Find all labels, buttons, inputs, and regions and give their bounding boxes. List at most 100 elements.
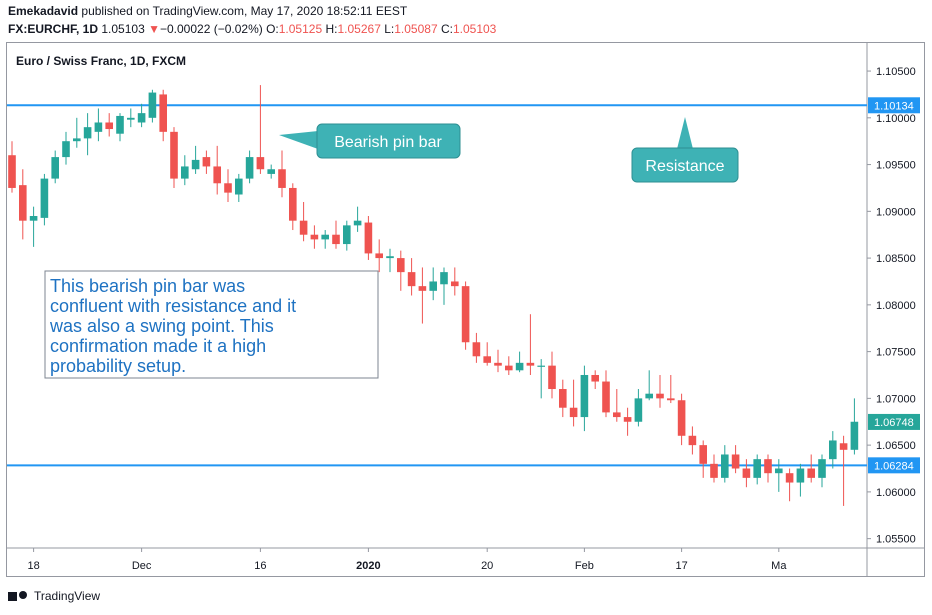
candle-body[interactable] (483, 356, 491, 363)
candle-body[interactable] (472, 342, 481, 357)
candle-body[interactable] (62, 141, 70, 158)
candle-body[interactable] (699, 445, 707, 464)
candle-body[interactable] (418, 286, 427, 291)
candle-body[interactable] (202, 157, 211, 167)
candle-body[interactable] (299, 220, 308, 235)
candle-body[interactable] (137, 113, 146, 123)
candle-body[interactable] (73, 138, 81, 142)
support-price-label: 1.06284 (874, 460, 914, 472)
candle-body[interactable] (397, 258, 405, 273)
candle-body[interactable] (289, 187, 297, 221)
low-label: L: (384, 22, 395, 36)
candle-body[interactable] (785, 473, 794, 483)
candle-body[interactable] (829, 440, 837, 460)
candle-body[interactable] (818, 459, 826, 478)
candle-body[interactable] (332, 234, 340, 245)
candle-body[interactable] (310, 234, 319, 240)
x-tick-label: Dec (132, 560, 152, 572)
candle-body[interactable] (116, 115, 124, 134)
candle-body[interactable] (29, 216, 38, 221)
candle-body[interactable] (267, 169, 275, 174)
change-arrow-icon: ▼ (148, 22, 160, 36)
note-line: This bearish pin bar was (50, 276, 245, 296)
note-box[interactable] (44, 270, 379, 379)
candle-body[interactable] (731, 454, 740, 469)
close-value: 1.05103 (452, 22, 497, 36)
candle-body[interactable] (526, 362, 535, 366)
candle-body[interactable] (170, 131, 178, 179)
candle-body[interactable] (656, 393, 664, 399)
candle-body[interactable] (364, 222, 373, 254)
candle-body[interactable] (742, 468, 751, 478)
candle-body[interactable] (440, 272, 448, 285)
candle-body[interactable] (375, 253, 383, 259)
candle-body[interactable] (19, 185, 27, 221)
candle-body[interactable] (850, 421, 859, 450)
candle-body[interactable] (407, 272, 416, 287)
candle-body[interactable] (807, 468, 815, 478)
open-value: 1.05125 (278, 22, 323, 36)
y-tick-label: 1.07000 (876, 393, 916, 405)
footer-brand-text[interactable]: TradingView (34, 589, 101, 603)
publish-info: Emekadavid published on TradingView.com,… (8, 4, 407, 18)
candle-body[interactable] (602, 381, 610, 413)
candle-body[interactable] (710, 463, 718, 478)
candle-body[interactable] (623, 417, 632, 422)
candle-body[interactable] (51, 157, 59, 179)
candle-body[interactable] (721, 454, 729, 478)
candle-body[interactable] (537, 365, 545, 367)
candle-body[interactable] (688, 435, 697, 446)
candle-body[interactable] (40, 178, 49, 218)
candle-body[interactable] (461, 286, 470, 343)
candle-body[interactable] (548, 365, 556, 390)
candle-body[interactable] (613, 412, 621, 418)
candle-body[interactable] (645, 393, 653, 399)
candle-body[interactable] (256, 157, 265, 170)
note-line: confluent with resistance and it (50, 296, 296, 316)
candle-body[interactable] (451, 281, 459, 287)
candle-body[interactable] (796, 468, 805, 483)
candle-body[interactable] (321, 234, 329, 240)
candle-body[interactable] (753, 459, 761, 478)
candle-body[interactable] (213, 166, 221, 184)
candle-body[interactable] (181, 166, 189, 179)
candle-body[interactable] (505, 365, 513, 371)
pin-bar-callout-box[interactable] (316, 123, 461, 159)
candle-body[interactable] (580, 374, 589, 418)
candle-body[interactable] (94, 122, 103, 132)
candle-body[interactable] (278, 169, 286, 188)
candle-body[interactable] (127, 117, 135, 120)
candle-body[interactable] (559, 389, 567, 408)
candle-body[interactable] (677, 400, 686, 436)
resistance-callout-box[interactable] (631, 147, 739, 183)
candle-body[interactable] (839, 443, 848, 450)
pin-bar-callout-pointer (279, 131, 318, 149)
candle-body[interactable] (775, 468, 783, 474)
candle-body[interactable] (191, 159, 200, 170)
candle-body[interactable] (569, 407, 578, 418)
candle-body[interactable] (429, 281, 437, 291)
candle-body[interactable] (8, 155, 16, 188)
candle-body[interactable] (764, 459, 772, 474)
candle-body[interactable] (148, 92, 157, 118)
candle-body[interactable] (515, 362, 524, 371)
high-value: 1.05267 (337, 22, 381, 36)
resistance-callout-text: Resistance (645, 158, 724, 175)
candle-body[interactable] (83, 127, 92, 139)
candle-body[interactable] (353, 220, 362, 226)
candle-body[interactable] (224, 183, 232, 193)
candle-body[interactable] (245, 157, 254, 179)
y-tick-label: 1.06000 (876, 487, 916, 499)
candle-body[interactable] (159, 94, 167, 132)
candle-body[interactable] (494, 362, 502, 366)
author-name[interactable]: Emekadavid (8, 4, 79, 18)
candle-body[interactable] (343, 225, 351, 245)
candle-body[interactable] (591, 374, 599, 382)
candle-body[interactable] (235, 178, 243, 195)
high-label: H: (325, 22, 338, 36)
candle-body[interactable] (667, 398, 675, 401)
candle-body[interactable] (386, 256, 394, 259)
candle-body[interactable] (634, 398, 643, 422)
candle-body[interactable] (105, 122, 113, 130)
